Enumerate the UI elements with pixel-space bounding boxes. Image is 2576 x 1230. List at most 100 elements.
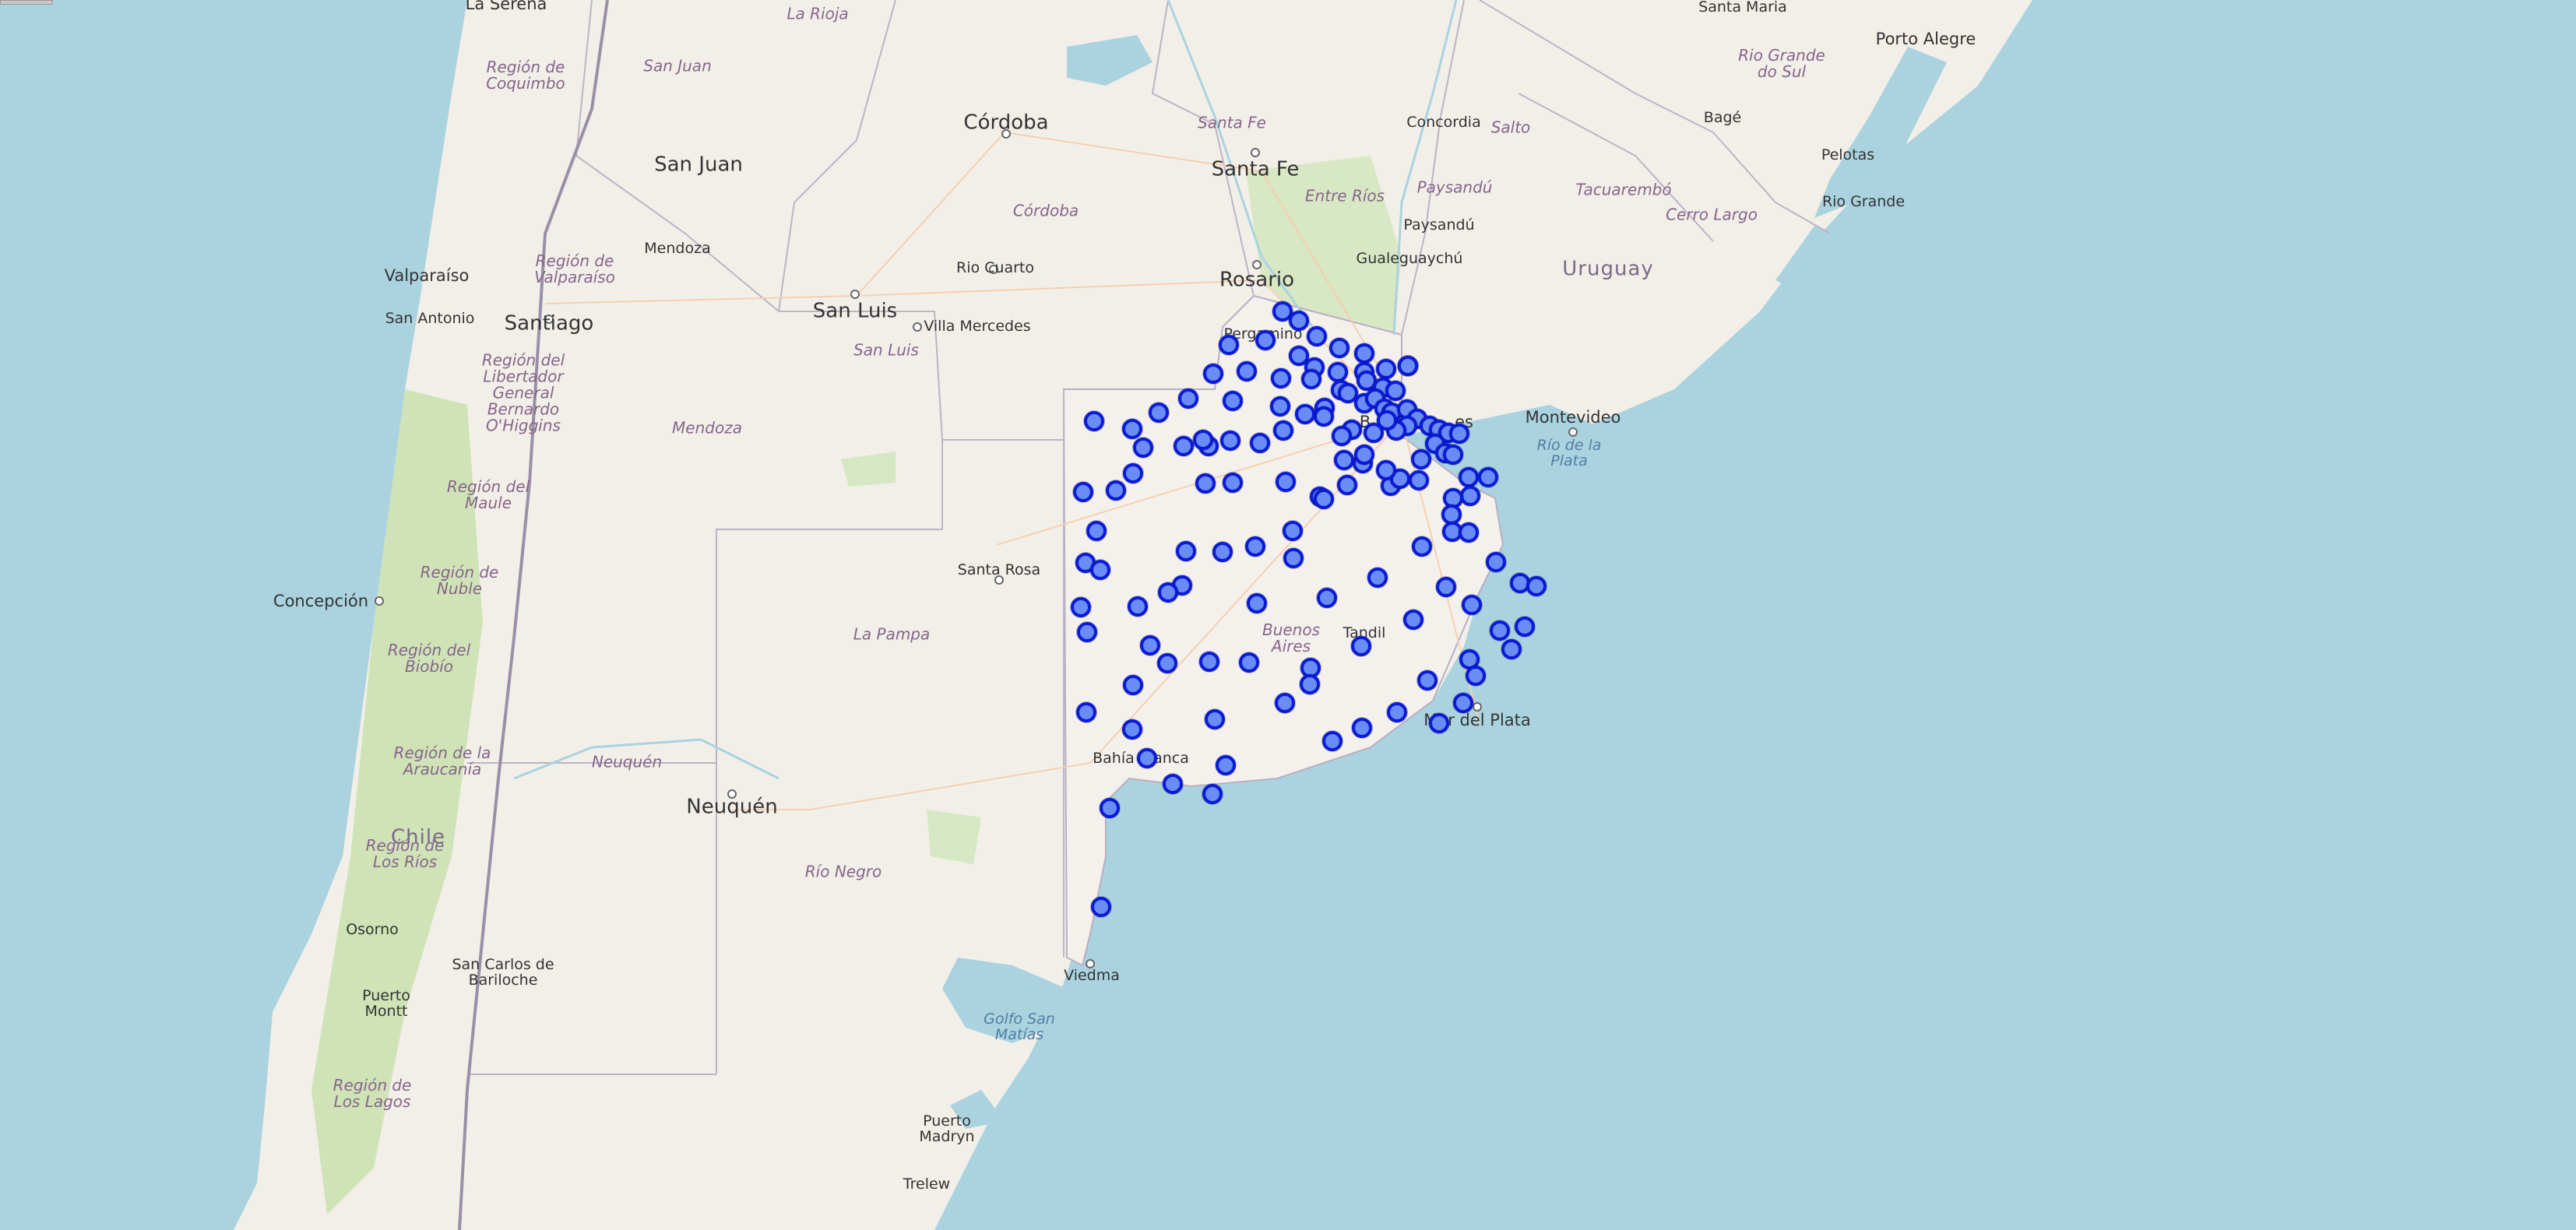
station-marker[interactable] xyxy=(1403,610,1423,630)
station-marker[interactable] xyxy=(1390,469,1410,489)
station-marker[interactable] xyxy=(1237,361,1257,381)
station-marker[interactable] xyxy=(1398,356,1418,376)
station-marker[interactable] xyxy=(1123,675,1143,695)
station-marker[interactable] xyxy=(1328,362,1348,382)
station-marker[interactable] xyxy=(1301,369,1321,389)
station-marker[interactable] xyxy=(1329,338,1350,358)
station-marker[interactable] xyxy=(1090,560,1110,580)
station-marker[interactable] xyxy=(1077,622,1097,642)
station-marker[interactable] xyxy=(1443,445,1463,465)
station-marker[interactable] xyxy=(1411,449,1431,469)
station-marker[interactable] xyxy=(1314,406,1334,427)
station-marker[interactable] xyxy=(1271,368,1291,388)
station-marker[interactable] xyxy=(1076,702,1096,722)
station-marker[interactable] xyxy=(1409,470,1429,490)
station-marker[interactable] xyxy=(1073,482,1093,502)
station-marker[interactable] xyxy=(1123,463,1143,483)
station-marker[interactable] xyxy=(1071,597,1091,617)
station-marker[interactable] xyxy=(1501,639,1522,659)
station-marker[interactable] xyxy=(1163,774,1183,794)
station-marker[interactable] xyxy=(1332,426,1352,446)
station-marker[interactable] xyxy=(1436,577,1456,597)
station-marker[interactable] xyxy=(1459,467,1479,487)
station-marker[interactable] xyxy=(1526,576,1547,596)
station-marker[interactable] xyxy=(1317,588,1337,608)
station-marker[interactable] xyxy=(1354,343,1374,364)
station-marker[interactable] xyxy=(1490,620,1510,641)
station-marker[interactable] xyxy=(1412,536,1432,557)
station-marker[interactable] xyxy=(1337,475,1357,495)
station-marker[interactable] xyxy=(1216,755,1236,775)
station-marker[interactable] xyxy=(1307,326,1327,346)
station-marker[interactable] xyxy=(1429,713,1449,733)
station-marker[interactable] xyxy=(1106,480,1126,501)
station-marker[interactable] xyxy=(1295,404,1315,424)
station-marker[interactable] xyxy=(1203,364,1223,384)
zoom-control[interactable] xyxy=(0,0,53,5)
station-marker[interactable] xyxy=(1283,521,1303,541)
station-marker[interactable] xyxy=(1202,784,1223,804)
station-marker[interactable] xyxy=(1322,731,1343,751)
station-marker[interactable] xyxy=(1205,709,1225,729)
station-marker[interactable] xyxy=(1128,596,1148,617)
station-marker[interactable] xyxy=(1449,423,1469,444)
station-marker[interactable] xyxy=(1178,388,1198,409)
station-marker[interactable] xyxy=(1417,670,1438,691)
station-marker[interactable] xyxy=(1387,702,1407,722)
station-marker[interactable] xyxy=(1466,666,1486,686)
station-marker[interactable] xyxy=(1338,383,1358,403)
station-marker[interactable] xyxy=(1220,430,1240,451)
station-marker[interactable] xyxy=(1199,652,1219,672)
station-marker[interactable] xyxy=(1133,438,1153,458)
station-marker[interactable] xyxy=(1377,410,1397,430)
station-marker[interactable] xyxy=(1195,473,1216,494)
station-marker[interactable] xyxy=(1223,391,1243,411)
station-marker[interactable] xyxy=(1176,541,1196,561)
station-marker[interactable] xyxy=(1140,635,1160,655)
station-marker[interactable] xyxy=(1351,636,1371,656)
station-marker[interactable] xyxy=(1245,536,1265,557)
station-marker[interactable] xyxy=(1364,423,1384,443)
station-marker[interactable] xyxy=(1283,548,1304,568)
station-marker[interactable] xyxy=(1084,411,1104,431)
station-marker[interactable] xyxy=(1239,652,1259,673)
station-marker[interactable] xyxy=(1158,582,1178,603)
station-marker[interactable] xyxy=(1149,402,1169,423)
station-marker[interactable] xyxy=(1219,335,1239,355)
station-marker[interactable] xyxy=(1223,473,1243,493)
station-marker[interactable] xyxy=(1376,460,1396,480)
station-marker[interactable] xyxy=(1255,330,1276,350)
station-marker[interactable] xyxy=(1453,693,1473,713)
station-marker[interactable] xyxy=(1193,430,1213,450)
station-marker[interactable] xyxy=(1376,359,1396,379)
station-marker[interactable] xyxy=(1334,450,1354,470)
station-marker[interactable] xyxy=(1273,420,1293,441)
station-marker[interactable] xyxy=(1122,719,1142,740)
station-marker[interactable] xyxy=(1174,436,1194,456)
station-marker[interactable] xyxy=(1122,419,1142,439)
station-marker[interactable] xyxy=(1212,542,1233,562)
station-marker[interactable] xyxy=(1091,897,1111,917)
station-marker[interactable] xyxy=(1478,467,1498,487)
station-marker[interactable] xyxy=(1354,445,1374,465)
station-marker[interactable] xyxy=(1289,346,1309,366)
station-marker[interactable] xyxy=(1352,718,1372,738)
station-marker[interactable] xyxy=(1100,798,1120,818)
station-marker[interactable] xyxy=(1289,311,1309,331)
station-marker[interactable] xyxy=(1515,617,1535,637)
station-marker[interactable] xyxy=(1460,486,1480,506)
station-marker[interactable] xyxy=(1300,674,1320,694)
station-marker[interactable] xyxy=(1272,301,1293,322)
station-marker[interactable] xyxy=(1157,653,1177,673)
station-marker[interactable] xyxy=(1367,568,1388,588)
station-marker[interactable] xyxy=(1385,381,1406,401)
station-marker[interactable] xyxy=(1462,595,1482,615)
station-marker[interactable] xyxy=(1270,396,1290,416)
station-marker[interactable] xyxy=(1276,472,1296,492)
station-marker[interactable] xyxy=(1086,521,1107,541)
station-marker[interactable] xyxy=(1247,593,1267,613)
station-marker[interactable] xyxy=(1137,748,1157,768)
station-marker[interactable] xyxy=(1459,522,1479,543)
station-marker[interactable] xyxy=(1314,489,1334,509)
